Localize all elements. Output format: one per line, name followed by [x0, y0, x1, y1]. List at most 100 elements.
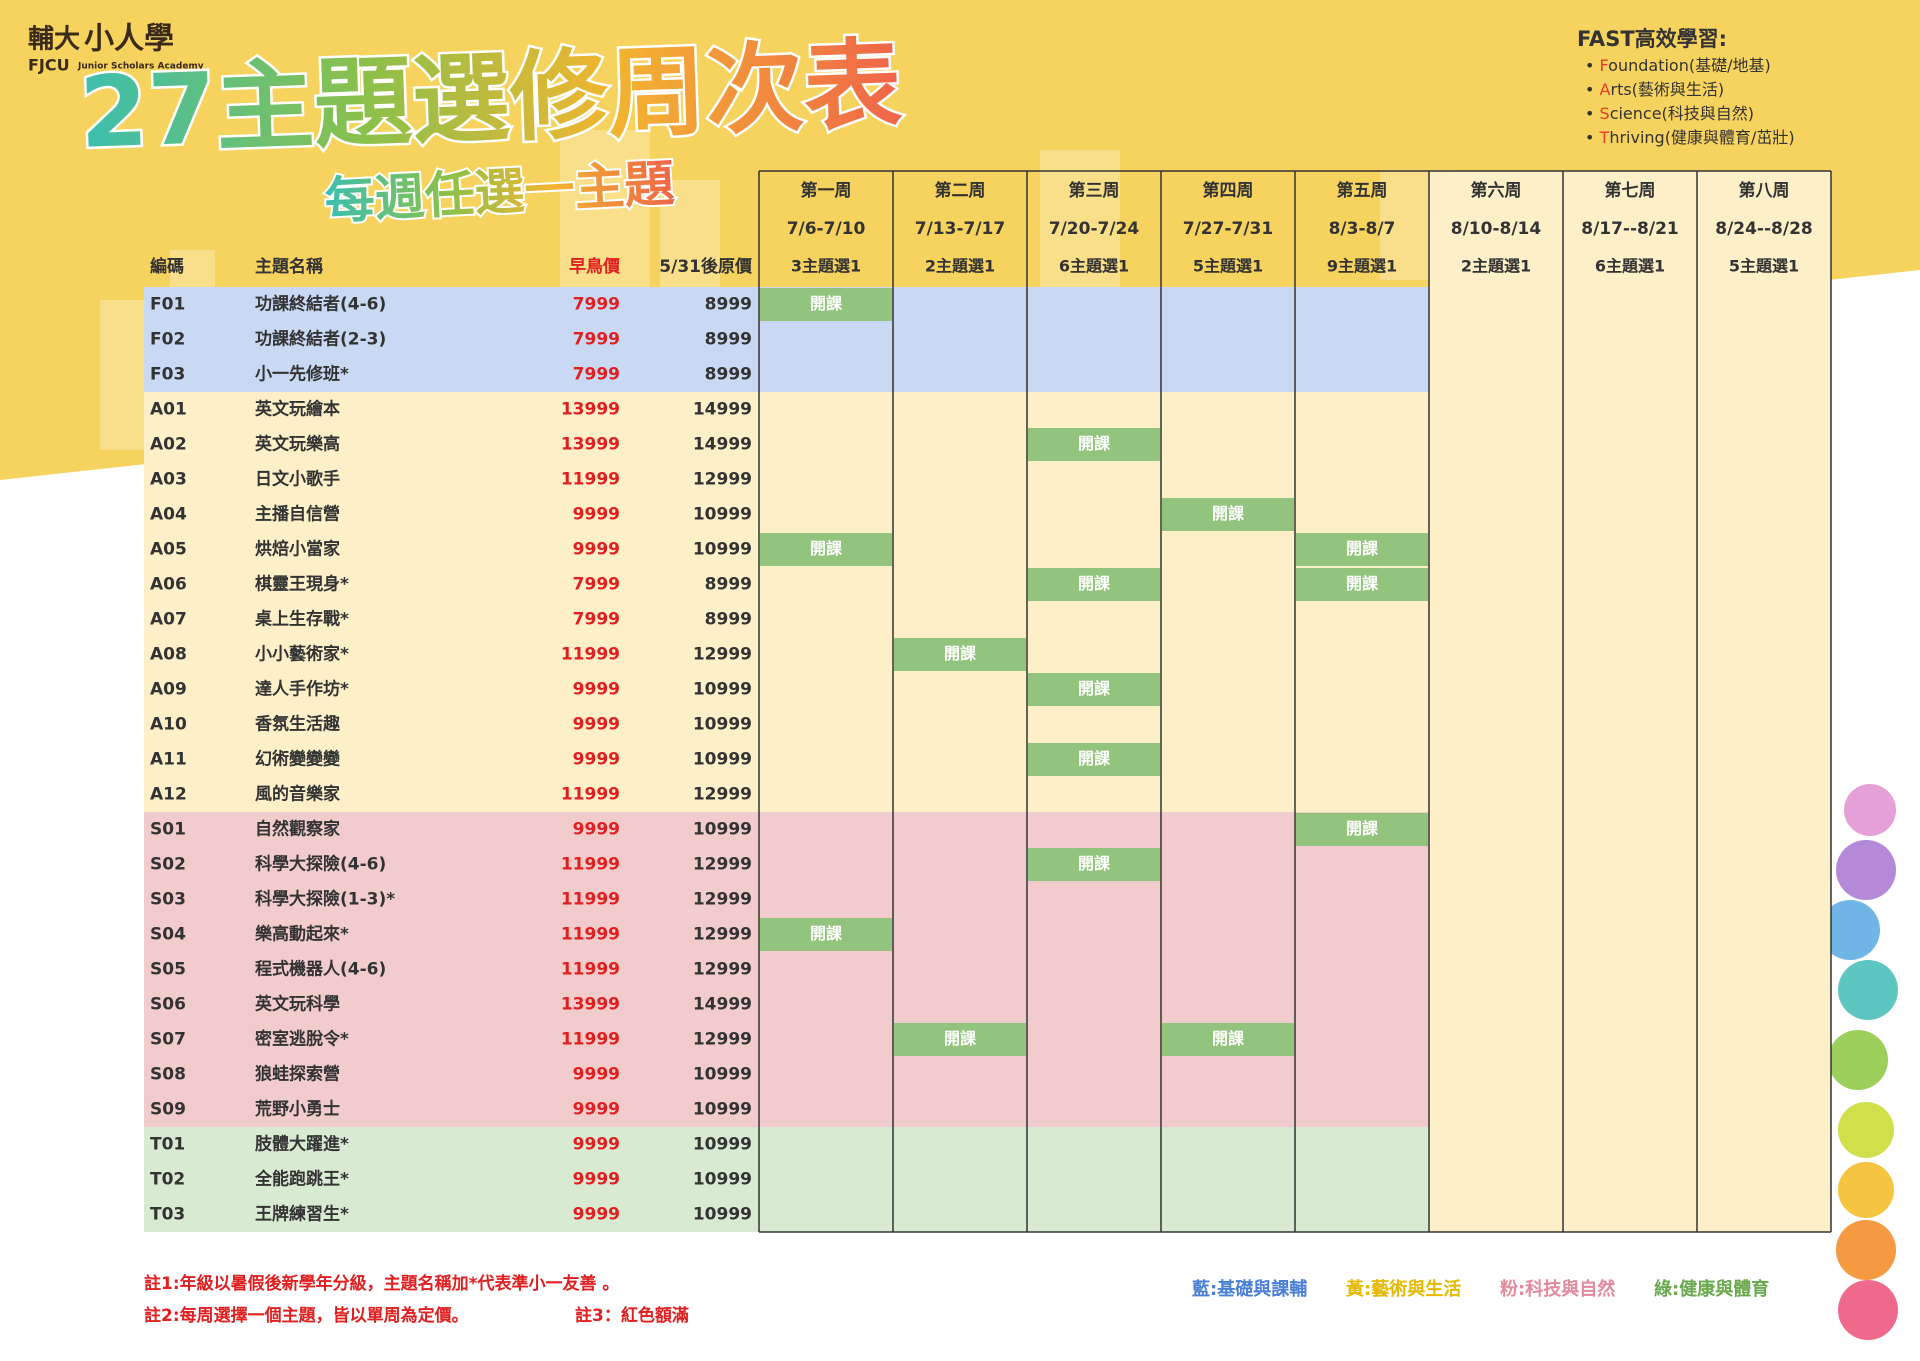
course-name: 王牌練習生* [255, 1204, 349, 1225]
open-label: 開課 [1078, 679, 1111, 698]
regular-price: 14999 [693, 435, 752, 455]
course-name: 英文玩繪本 [255, 399, 340, 420]
open-cell [760, 918, 892, 951]
week-count: 5主題選1 [1193, 257, 1263, 276]
regular-price: 10999 [693, 505, 752, 525]
course-code: S05 [150, 960, 186, 980]
course-name: 功課終結者(2-3) [255, 329, 386, 350]
course-name: 樂高動起來* [255, 924, 349, 945]
course-code: A09 [150, 680, 187, 700]
open-cell [760, 533, 892, 566]
regular-price: 12999 [693, 890, 752, 910]
regular-price: 12999 [693, 470, 752, 490]
early-price: 9999 [573, 505, 620, 525]
course-code: S02 [150, 855, 186, 875]
course-code: S01 [150, 820, 186, 840]
regular-price: 10999 [693, 1065, 752, 1085]
week-dates: 7/20-7/24 [1049, 219, 1140, 239]
course-code: T02 [150, 1170, 185, 1190]
course-name: 幻術變變變 [255, 749, 341, 770]
early-price: 13999 [561, 400, 620, 420]
week-count: 2主題選1 [925, 257, 995, 276]
course-code: A06 [150, 575, 187, 595]
course-name: 全能跑跳王* [254, 1169, 349, 1190]
open-label: 開課 [944, 644, 977, 663]
regular-price: 10999 [693, 1170, 752, 1190]
week-dates: 7/27-7/31 [1183, 219, 1273, 239]
early-price: 9999 [573, 820, 620, 840]
course-name: 科學大探險(1-3)* [255, 889, 395, 910]
fast-initial: A [1600, 80, 1611, 99]
regular-price: 10999 [693, 1100, 752, 1120]
regular-price: 8999 [705, 575, 752, 595]
legend-item: 黃:藝術與生活 [1345, 1278, 1461, 1300]
fast-item: • Thriving(健康與體育/茁壯) [1585, 128, 1795, 147]
regular-price: 12999 [693, 855, 752, 875]
legend-item: 粉:科技與自然 [1500, 1278, 1615, 1300]
week-count: 3主題選1 [791, 257, 861, 276]
open-label: 開課 [1212, 504, 1245, 523]
open-cell [1162, 1023, 1294, 1056]
regular-price: 10999 [693, 820, 752, 840]
fast-rest: hriving(健康與體育/茁壯) [1609, 128, 1794, 147]
course-code: A12 [150, 785, 187, 805]
open-cell [1028, 568, 1160, 601]
early-price: 9999 [573, 1065, 620, 1085]
week-name: 第四周 [1203, 180, 1254, 201]
course-code: S08 [150, 1065, 186, 1085]
open-label: 開課 [1078, 854, 1111, 873]
regular-price: 12999 [693, 785, 752, 805]
early-price: 7999 [573, 330, 620, 350]
open-label: 開課 [810, 924, 843, 943]
early-price: 9999 [573, 680, 620, 700]
fast-bullet: • [1585, 128, 1600, 147]
early-price: 11999 [561, 925, 620, 945]
note: 註3：紅色額滿 [575, 1305, 689, 1326]
regular-price: 10999 [693, 715, 752, 735]
open-cell [1028, 428, 1160, 461]
course-name: 肢體大躍進* [255, 1134, 349, 1155]
week-dates: 8/24--8/28 [1715, 219, 1813, 239]
course-name: 日文小歌手 [255, 469, 340, 490]
early-price: 9999 [573, 1135, 620, 1155]
early-price: 11999 [561, 470, 620, 490]
week-count: 6主題選1 [1059, 257, 1129, 276]
fast-item: • Arts(藝術與生活) [1585, 80, 1724, 99]
week-name: 第一周 [801, 180, 852, 201]
week-name: 第三周 [1069, 180, 1120, 201]
late-weeks-bg [1429, 171, 1831, 1232]
early-price: 9999 [573, 1170, 620, 1190]
regular-price: 10999 [693, 750, 752, 770]
course-name: 英文玩科學 [255, 994, 340, 1015]
early-price: 7999 [573, 575, 620, 595]
fast-item: • Science(科技與自然) [1585, 104, 1754, 123]
note: 註2:每周選擇一個主題，皆以單周為定價。 [144, 1305, 469, 1326]
course-code: A07 [150, 610, 187, 630]
week-name: 第二周 [935, 180, 986, 201]
open-label: 開課 [1346, 574, 1379, 593]
note: 註1:年級以暑假後新學年分級，主題名稱加*代表準小一友善 。 [144, 1273, 619, 1294]
fast-item: • Foundation(基礎/地基) [1585, 56, 1771, 75]
course-name: 棋靈王現身* [255, 574, 349, 595]
column-header: 主題名稱 [255, 256, 323, 277]
early-price: 9999 [573, 715, 620, 735]
regular-price: 8999 [705, 330, 752, 350]
regular-price: 14999 [693, 995, 752, 1015]
course-name: 烘焙小當家 [255, 539, 340, 560]
fast-bullet: • [1585, 56, 1600, 75]
column-header: 早鳥價 [569, 256, 621, 277]
legend-item: 綠:健康與體育 [1654, 1278, 1769, 1300]
early-price: 9999 [573, 1100, 620, 1120]
course-code: F02 [150, 330, 185, 350]
course-code: A11 [150, 750, 187, 770]
column-header: 編碼 [150, 256, 184, 277]
course-code: T01 [150, 1135, 185, 1155]
open-label: 開課 [1078, 749, 1111, 768]
legend-item: 藍:基礎與課輔 [1192, 1278, 1307, 1300]
regular-price: 10999 [693, 1205, 752, 1225]
open-cell [1028, 743, 1160, 776]
week-dates: 7/6-7/10 [787, 219, 866, 239]
course-name: 小一先修班* [255, 364, 349, 385]
regular-price: 10999 [693, 540, 752, 560]
course-code: A04 [150, 505, 187, 525]
